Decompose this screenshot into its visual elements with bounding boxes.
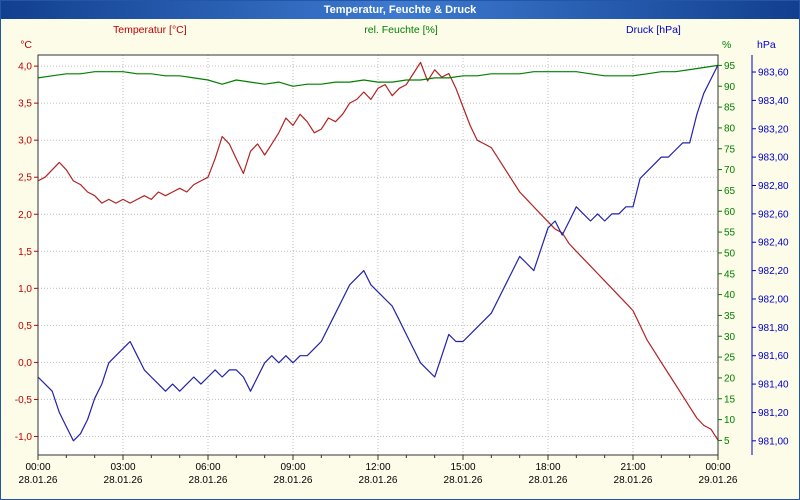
x-date-label: 28.01.26 (104, 475, 143, 486)
temperature-unit-label: °C (20, 39, 32, 51)
pressure-axis: 983,60 983,40 983,20 983,00 982,80 982,60 982,… (751, 55, 789, 455)
pressure-tick-label: 983,00 (758, 153, 789, 164)
humidity-tick-label: 75 (724, 144, 736, 155)
humidity-tick-label: 85 (724, 103, 736, 114)
x-date-label: 28.01.26 (274, 475, 313, 486)
humidity-tick-label: 95 (724, 61, 736, 72)
temperature-tick-label: 0,0 (18, 358, 32, 369)
x-time-label: 00:00 (25, 462, 50, 473)
pressure-series-label: Druck [hPa] (626, 24, 681, 36)
temperature-tick-label: 1,5 (18, 247, 32, 258)
humidity-tick-label: 5 (724, 436, 730, 447)
window-titlebar[interactable]: Temperatur, Feuchte & Druck (1, 1, 799, 19)
x-time-label: 00:00 (705, 462, 730, 473)
humidity-tick-label: 25 (724, 353, 736, 364)
humidity-tick-label: 45 (724, 269, 736, 280)
humidity-tick-label: 20 (724, 373, 736, 384)
gridlines (38, 55, 718, 455)
x-time-label: 21:00 (620, 462, 645, 473)
pressure-tick-label: 981,40 (758, 380, 789, 391)
humidity-tick-label: 70 (724, 165, 736, 176)
humidity-tick-label: 30 (724, 332, 736, 343)
series-line-pressure (37, 64, 719, 442)
temperature-tick-label: 4,0 (18, 62, 32, 73)
humidity-series-label: rel. Feuchte [%] (364, 24, 438, 36)
humidity-tick-label: 65 (724, 186, 736, 197)
x-date-label: 28.01.26 (19, 475, 58, 486)
x-time-label: 06:00 (195, 462, 220, 473)
humidity-axis: 95 90 85 80 75 70 65 60 55 50 45 40 35 30 25 20 15 10 5 (718, 61, 736, 447)
pressure-tick-label: 982,20 (758, 266, 789, 277)
temperature-tick-label: -0,5 (15, 395, 33, 406)
x-time-label: 15:00 (450, 462, 475, 473)
x-time-label: 18:00 (535, 462, 560, 473)
temperature-axis: 4,0 3,5 3,0 2,5 2,0 1,5 1,0 0,5 0,0 -0,5 -1,0 (15, 62, 38, 443)
x-date-label: 28.01.26 (444, 475, 483, 486)
temperature-tick-label: -1,0 (15, 432, 33, 443)
pressure-tick-label: 981,00 (758, 436, 789, 447)
x-axis: 00:00 28.01.26 03:00 28.01.26 06:00 28.01.26 0… (19, 455, 738, 486)
humidity-unit-label: % (722, 39, 731, 51)
humidity-tick-label: 55 (724, 228, 736, 239)
x-date-label: 29.01.26 (699, 475, 738, 486)
humidity-tick-label: 90 (724, 82, 736, 93)
pressure-tick-label: 981,80 (758, 323, 789, 334)
pressure-tick-label: 982,00 (758, 294, 789, 305)
window-title: Temperatur, Feuchte & Druck (323, 4, 477, 16)
humidity-tick-label: 50 (724, 248, 736, 259)
x-time-label: 03:00 (110, 462, 135, 473)
humidity-tick-label: 35 (724, 311, 736, 322)
temperature-tick-label: 0,5 (18, 321, 32, 332)
x-date-label: 28.01.26 (189, 475, 228, 486)
temperature-tick-label: 1,0 (18, 284, 32, 295)
temperature-tick-label: 2,0 (18, 210, 32, 221)
plot-area: 4,0 3,5 3,0 2,5 2,0 1,5 1,0 0,5 0,0 -0,5 -1,0 95 90 8… (15, 54, 789, 486)
pressure-tick-label: 983,20 (758, 124, 789, 135)
temperature-series-label: Temperatur [°C] (113, 24, 187, 36)
humidity-tick-label: 60 (724, 207, 736, 218)
pressure-tick-label: 981,60 (758, 351, 789, 362)
x-time-label: 12:00 (365, 462, 390, 473)
x-date-label: 28.01.26 (359, 475, 398, 486)
pressure-unit-label: hPa (757, 39, 776, 51)
pressure-tick-label: 983,40 (758, 96, 789, 107)
x-date-label: 28.01.26 (529, 475, 568, 486)
chart-svg: Temperatur [°C] rel. Feuchte [%] Druck [… (15, 24, 789, 486)
chart-container: Temperatur [°C] rel. Feuchte [%] Druck [… (1, 19, 799, 499)
pressure-tick-label: 982,40 (758, 238, 789, 249)
pressure-tick-label: 981,20 (758, 408, 789, 419)
humidity-tick-label: 40 (724, 290, 736, 301)
x-time-label: 09:00 (280, 462, 305, 473)
temperature-tick-label: 3,5 (18, 99, 32, 110)
x-date-label: 28.01.26 (614, 475, 653, 486)
pressure-tick-label: 982,60 (758, 209, 789, 220)
pressure-tick-label: 982,80 (758, 181, 789, 192)
temperature-tick-label: 3,0 (18, 136, 32, 147)
series-line-temperature (37, 61, 719, 441)
temperature-tick-label: 2,5 (18, 173, 32, 184)
humidity-tick-label: 80 (724, 123, 736, 134)
series-line-humidity (37, 64, 719, 87)
humidity-tick-label: 15 (724, 394, 736, 405)
humidity-tick-label: 10 (724, 415, 736, 426)
pressure-tick-label: 983,60 (758, 68, 789, 79)
